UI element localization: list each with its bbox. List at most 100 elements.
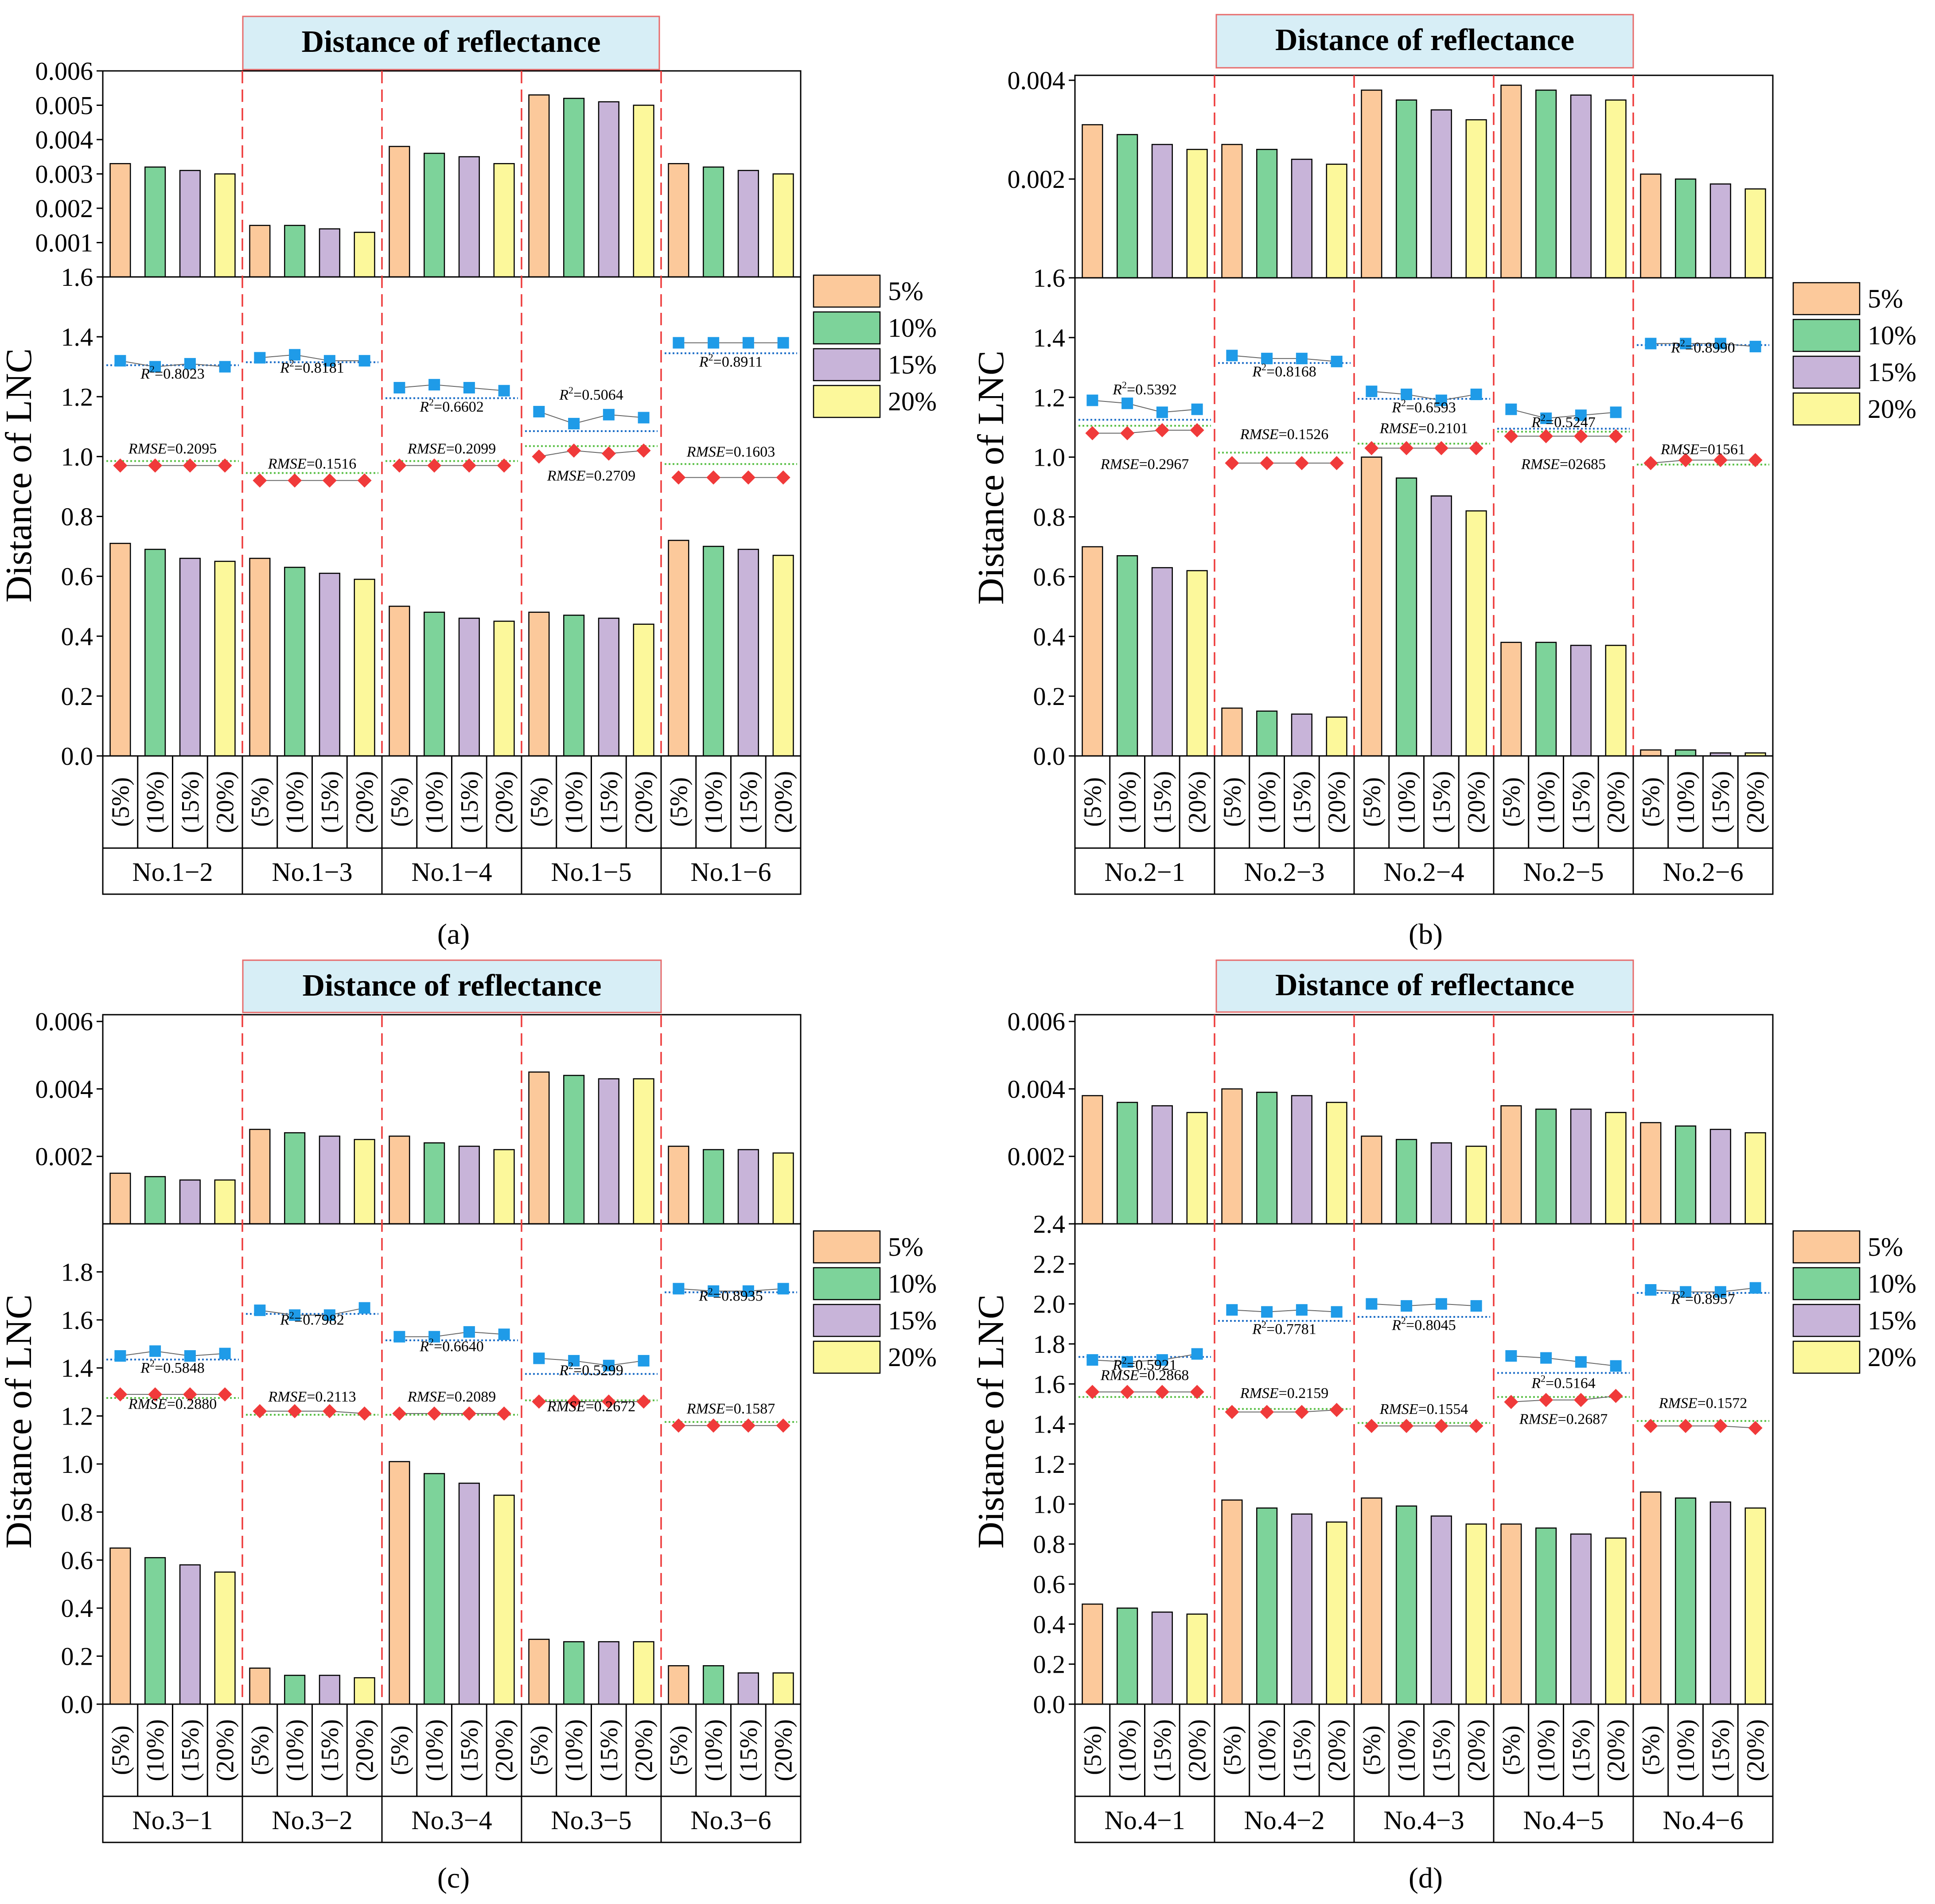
rmse-marker bbox=[567, 1394, 581, 1409]
rmse-value: 0.1587 bbox=[734, 1401, 775, 1417]
rmse-marker bbox=[497, 458, 511, 473]
group-label: No.4−2 bbox=[1244, 1806, 1324, 1835]
r2-superscript: 2 bbox=[1401, 1315, 1406, 1326]
top-bar bbox=[1605, 1112, 1627, 1225]
top-bar bbox=[354, 1139, 375, 1225]
rmse-marker bbox=[392, 1406, 407, 1421]
rmse-marker bbox=[1573, 429, 1588, 444]
bottom-bar bbox=[1082, 546, 1103, 757]
r2-marker bbox=[1086, 1354, 1098, 1366]
rmse-equals: = bbox=[1699, 441, 1708, 458]
y-axis-label: Distance of LNC bbox=[970, 1294, 1012, 1549]
top-bar bbox=[1675, 1125, 1697, 1225]
bottom-y-tick-label: 0.8 bbox=[61, 1498, 93, 1526]
rmse-series-line bbox=[1232, 1410, 1337, 1413]
category-label: (20%) bbox=[631, 771, 658, 833]
bottom-y-tick-label: 1.8 bbox=[61, 1258, 93, 1286]
top-bar bbox=[249, 1129, 271, 1225]
r2-symbol: R bbox=[419, 1338, 429, 1355]
r2-equals: = bbox=[1266, 364, 1275, 380]
r2-marker bbox=[463, 1326, 475, 1338]
rmse-marker bbox=[1608, 429, 1623, 444]
group-label: No.1−3 bbox=[272, 857, 352, 887]
rmse-equals: = bbox=[1560, 456, 1568, 473]
top-y-tick-label: 0.003 bbox=[35, 160, 93, 189]
rmse-marker bbox=[1260, 1405, 1274, 1419]
legend-swatch bbox=[813, 1304, 881, 1337]
r2-marker bbox=[1261, 1306, 1273, 1318]
legend-label: 15% bbox=[888, 1306, 937, 1335]
bottom-y-tick-label: 1.8 bbox=[1033, 1330, 1066, 1359]
r2-annotation: R2=0.8181 bbox=[280, 358, 344, 376]
r2-symbol: R bbox=[559, 1362, 568, 1378]
group-label: No.3−4 bbox=[411, 1806, 492, 1835]
bottom-bar bbox=[737, 1672, 759, 1705]
r2-series-line bbox=[678, 1288, 783, 1292]
r2-superscript: 2 bbox=[150, 364, 155, 375]
legend-label: 15% bbox=[888, 350, 937, 379]
top-y-tick-label: 0.005 bbox=[35, 91, 93, 120]
r2-superscript: 2 bbox=[429, 1336, 434, 1347]
rmse-marker bbox=[567, 443, 581, 458]
bottom-bar bbox=[1117, 1607, 1138, 1705]
r2-series-line bbox=[1371, 1303, 1476, 1307]
r2-series-line bbox=[1651, 1287, 1756, 1293]
category-label: (5%) bbox=[1637, 1725, 1665, 1775]
group-label: No.4−6 bbox=[1662, 1806, 1743, 1835]
bottom-bar bbox=[389, 605, 410, 757]
top-bar bbox=[179, 170, 201, 278]
r2-superscript: 2 bbox=[1122, 379, 1127, 390]
bottom-bar bbox=[284, 1674, 306, 1705]
rmse-marker bbox=[253, 473, 267, 488]
r2-symbol: R bbox=[559, 387, 568, 403]
r2-annotation: R2=0.5848 bbox=[140, 1358, 204, 1376]
r2-symbol: R bbox=[280, 1312, 289, 1328]
rmse-marker bbox=[1678, 453, 1693, 467]
r2-annotation: R2=0.5299 bbox=[559, 1360, 623, 1378]
top-bar bbox=[249, 225, 271, 278]
rmse-marker bbox=[218, 458, 232, 473]
r2-marker bbox=[603, 409, 615, 421]
bottom-bar bbox=[1221, 707, 1243, 757]
r2-series-line bbox=[539, 411, 644, 424]
r2-marker bbox=[219, 361, 231, 373]
r2-symbol: R bbox=[1112, 382, 1122, 398]
rmse-marker bbox=[706, 470, 721, 485]
top-bar bbox=[1221, 1088, 1243, 1225]
top-y-tick-label: 0.006 bbox=[35, 1007, 93, 1036]
top-bar bbox=[354, 232, 375, 278]
category-label: (20%) bbox=[1324, 1719, 1351, 1781]
r2-marker bbox=[1226, 1304, 1238, 1316]
bottom-y-tick-label: 1.4 bbox=[1033, 323, 1066, 352]
bottom-y-tick-label: 1.2 bbox=[1033, 1450, 1066, 1479]
bottom-y-tick-label: 0.4 bbox=[1033, 1610, 1066, 1639]
r2-marker bbox=[1401, 389, 1413, 401]
r2-equals: = bbox=[713, 354, 722, 370]
rmse-equals: = bbox=[307, 456, 315, 472]
r2-annotation: R2=0.5164 bbox=[1531, 1373, 1595, 1391]
bottom-bar bbox=[528, 1639, 550, 1705]
rmse-marker bbox=[113, 458, 128, 473]
r2-equals: = bbox=[1546, 1375, 1554, 1391]
rmse-value: 01561 bbox=[1708, 441, 1745, 458]
bottom-bar bbox=[1221, 1499, 1243, 1705]
panel-a: Distance of reflectanceR2=0.8023RMSE=0.2… bbox=[0, 16, 937, 950]
top-y-tick-label: 0.002 bbox=[35, 1142, 93, 1171]
bottom-y-tick-label: 0.0 bbox=[1033, 742, 1066, 771]
category-label: (10%) bbox=[1672, 1719, 1700, 1781]
r2-series-line bbox=[1092, 1353, 1197, 1363]
r2-marker bbox=[358, 1302, 370, 1314]
rmse-marker bbox=[1399, 441, 1414, 456]
top-bar bbox=[1570, 1108, 1592, 1225]
r2-marker bbox=[777, 1283, 789, 1295]
bottom-bar bbox=[1605, 645, 1627, 757]
category-label: (10%) bbox=[1533, 1719, 1560, 1781]
r2-equals: = bbox=[294, 1312, 303, 1328]
r2-marker bbox=[1156, 406, 1168, 418]
rmse-annotation: RMSE=0.1572 bbox=[1659, 1395, 1748, 1412]
rmse-value: 02685 bbox=[1568, 456, 1606, 473]
rmse-value: 0.1603 bbox=[734, 444, 775, 460]
rmse-marker bbox=[741, 1418, 755, 1433]
rmse-marker bbox=[1120, 426, 1135, 440]
r2-marker bbox=[254, 352, 266, 364]
